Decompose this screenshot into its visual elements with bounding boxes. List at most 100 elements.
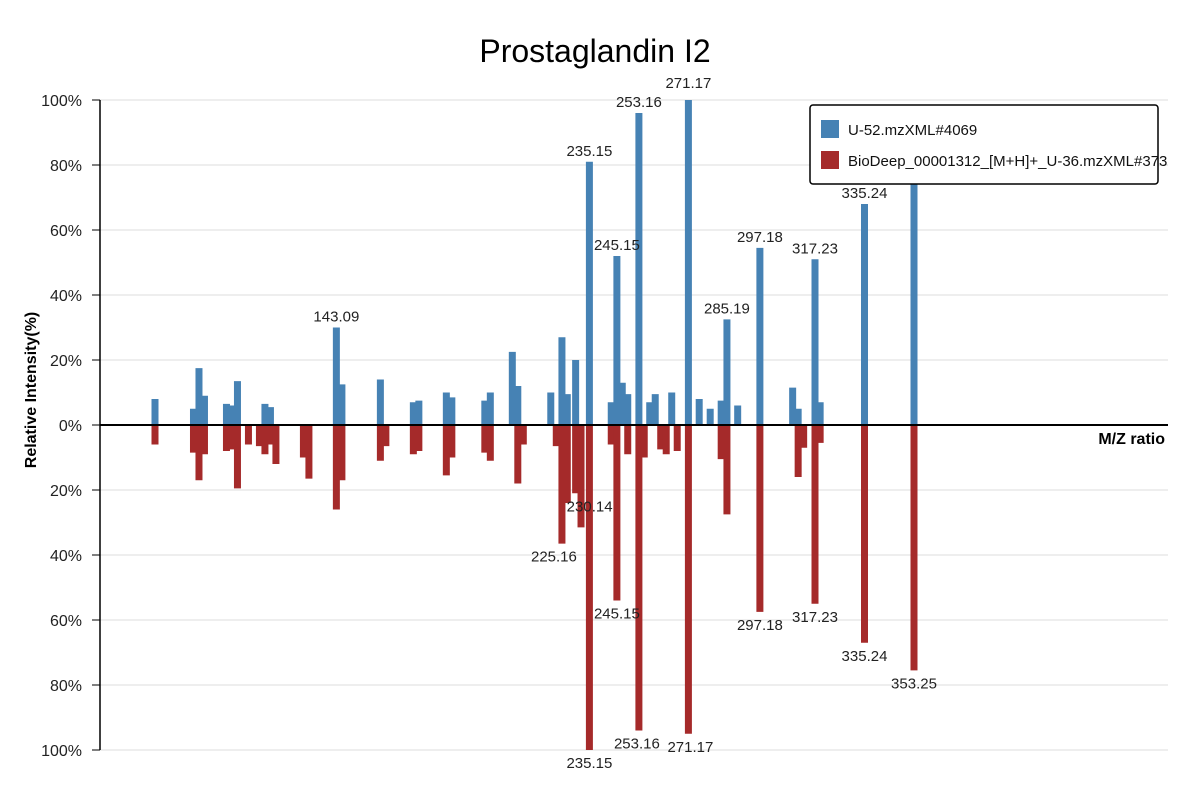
bar-series-2 bbox=[811, 425, 819, 604]
bar-series-1 bbox=[585, 161, 593, 425]
peak-label-bottom: 353.25 bbox=[891, 675, 937, 692]
y-tick-label: 80% bbox=[50, 678, 82, 695]
bar-series-2 bbox=[684, 425, 692, 734]
bar-series-2 bbox=[299, 425, 307, 458]
bar-series-1 bbox=[789, 387, 797, 426]
bar-series-1 bbox=[266, 407, 274, 426]
bar-series-1 bbox=[409, 402, 417, 425]
bar-series-1 bbox=[816, 402, 824, 425]
bar-series-1 bbox=[607, 402, 615, 425]
bar-series-2 bbox=[233, 425, 241, 489]
bar-series-2 bbox=[577, 425, 585, 528]
bar-series-2 bbox=[800, 425, 808, 448]
peak-label-bottom: 245.15 bbox=[594, 606, 640, 623]
grid-layer bbox=[100, 99, 1168, 751]
bar-series-1 bbox=[332, 327, 340, 425]
bar-series-1 bbox=[547, 392, 555, 425]
peak-labels: 143.09235.15245.15253.16271.17285.19297.… bbox=[313, 75, 937, 772]
bar-series-2 bbox=[486, 425, 494, 461]
bar-series-2 bbox=[861, 425, 868, 643]
y-tick-label: 20% bbox=[50, 483, 82, 500]
bar-series-1 bbox=[706, 408, 714, 425]
bar-series-1 bbox=[195, 368, 203, 426]
bar-series-1 bbox=[558, 337, 566, 425]
peak-label-top: 285.19 bbox=[704, 300, 750, 317]
bar-series-2 bbox=[816, 425, 824, 443]
bar-series-1 bbox=[514, 386, 522, 425]
bar-series-2 bbox=[519, 425, 527, 445]
chart-title: Prostaglandin I2 bbox=[479, 33, 710, 69]
y-tick-label: 60% bbox=[50, 223, 82, 240]
legend-swatch-series-1 bbox=[821, 120, 839, 138]
bar-series-2 bbox=[723, 425, 731, 515]
bar-series-2 bbox=[910, 425, 918, 671]
bar-series-2 bbox=[585, 425, 593, 750]
bar-series-2 bbox=[794, 425, 802, 477]
bars-layer bbox=[151, 100, 918, 750]
bar-series-2 bbox=[266, 425, 274, 445]
bar-series-2 bbox=[382, 425, 390, 447]
bar-series-1 bbox=[861, 204, 868, 425]
peak-label-bottom: 235.15 bbox=[566, 755, 612, 772]
bar-series-1 bbox=[151, 399, 159, 425]
bar-series-2 bbox=[717, 425, 725, 460]
bar-series-2 bbox=[552, 425, 560, 447]
bar-series-1 bbox=[618, 382, 626, 425]
bar-series-1 bbox=[794, 408, 802, 425]
bar-series-1 bbox=[189, 408, 197, 425]
bar-series-1 bbox=[222, 403, 230, 426]
legend-swatch-series-2 bbox=[821, 151, 839, 169]
bar-series-2 bbox=[662, 425, 670, 455]
bar-series-2 bbox=[189, 425, 197, 453]
peak-label-top: 235.15 bbox=[566, 143, 612, 160]
bar-series-2 bbox=[415, 425, 423, 451]
bar-series-2 bbox=[613, 425, 621, 601]
peak-label-top: 253.16 bbox=[616, 94, 662, 111]
x-axis-label: M/Z ratio bbox=[1098, 431, 1165, 448]
legend-box bbox=[809, 104, 1159, 185]
bar-series-1 bbox=[624, 394, 632, 426]
bar-series-2 bbox=[563, 425, 571, 503]
peak-label-top: 143.09 bbox=[313, 309, 359, 326]
bar-series-1 bbox=[723, 319, 731, 426]
bar-series-2 bbox=[195, 425, 203, 481]
y-tick-label: 100% bbox=[41, 743, 82, 760]
bar-series-1 bbox=[415, 400, 423, 426]
bar-series-2 bbox=[151, 425, 159, 445]
bar-series-2 bbox=[607, 425, 615, 445]
bar-series-2 bbox=[756, 425, 764, 612]
peak-label-bottom: 271.17 bbox=[667, 739, 713, 756]
y-axis-label: Relative Intensity(%) bbox=[23, 312, 40, 468]
legend-label-series-1: U-52.mzXML#4069 bbox=[848, 122, 977, 139]
bar-series-2 bbox=[261, 425, 269, 455]
bar-series-1 bbox=[486, 392, 494, 425]
bar-series-2 bbox=[514, 425, 522, 484]
bar-series-1 bbox=[338, 384, 346, 426]
bar-series-2 bbox=[338, 425, 346, 481]
y-tick-label: 40% bbox=[50, 288, 82, 305]
bar-series-1 bbox=[651, 394, 659, 426]
legend: U-52.mzXML#4069 BioDeep_00001312_[M+H]+_… bbox=[809, 104, 1167, 185]
bar-series-2 bbox=[624, 425, 632, 455]
bar-series-1 bbox=[613, 256, 621, 425]
bar-series-2 bbox=[376, 425, 384, 461]
bar-series-1 bbox=[646, 402, 654, 425]
bar-series-1 bbox=[910, 179, 918, 426]
bar-series-1 bbox=[734, 405, 742, 425]
bar-series-1 bbox=[695, 399, 703, 425]
peak-label-bottom: 230.14 bbox=[567, 498, 613, 515]
bar-series-2 bbox=[272, 425, 280, 464]
bar-series-2 bbox=[332, 425, 340, 510]
bar-series-2 bbox=[640, 425, 648, 458]
bar-series-2 bbox=[222, 425, 230, 451]
bar-series-2 bbox=[572, 425, 580, 494]
y-tick-label: 60% bbox=[50, 613, 82, 630]
peak-label-top: 271.17 bbox=[665, 75, 711, 92]
legend-label-series-2: BioDeep_00001312_[M+H]+_U-36.mzXML#373 bbox=[848, 153, 1167, 170]
bar-series-1 bbox=[668, 392, 676, 425]
peak-label-bottom: 335.24 bbox=[842, 648, 888, 665]
peak-label-bottom: 297.18 bbox=[737, 617, 783, 634]
bar-series-1 bbox=[442, 392, 450, 425]
bar-series-1 bbox=[717, 400, 725, 426]
